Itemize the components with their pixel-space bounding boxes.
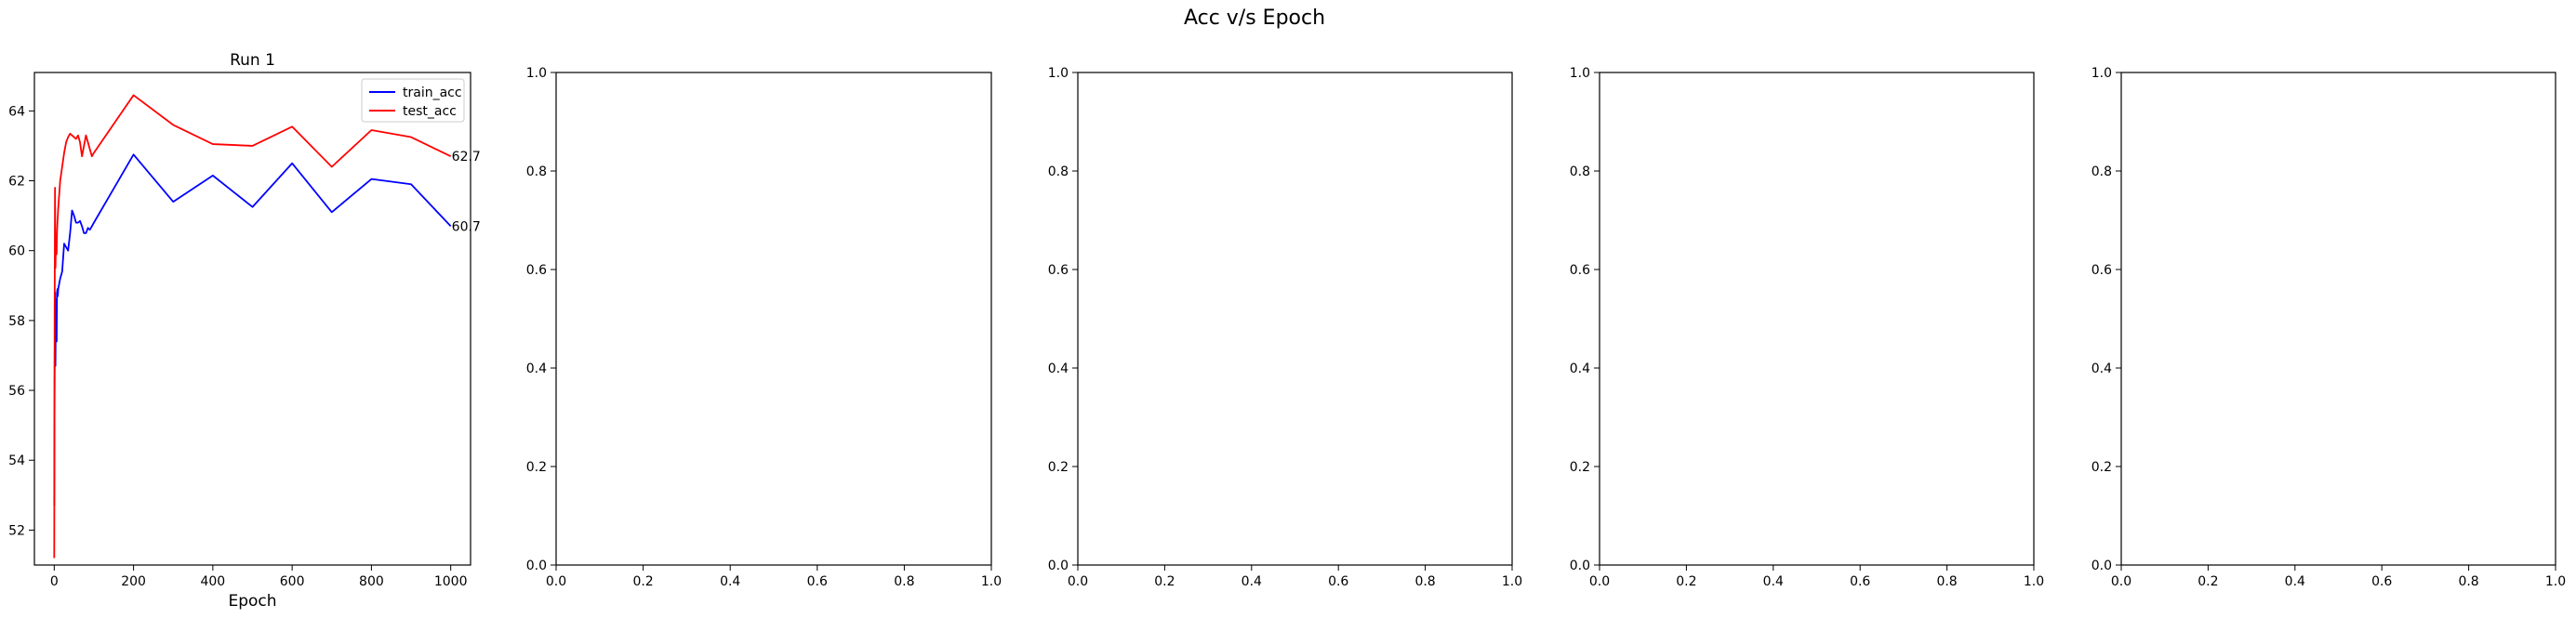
- end-value-label-train_acc: 60.7: [452, 219, 481, 234]
- y-tick-label: 0.8: [1048, 164, 1069, 179]
- y-tick-label: 0.6: [1570, 263, 1590, 278]
- x-tick-label: 0.2: [2198, 574, 2218, 589]
- subplot-1: 0 200 400 600 800 1000 52 54 56 58 60 62 64 60.7 62.7 R…: [8, 51, 481, 611]
- y-tick-label: 0.4: [1570, 362, 1590, 376]
- legend: train_acc test_acc: [361, 78, 465, 123]
- y-tick-label: 54: [8, 454, 25, 468]
- x-tick-label: 1.0: [981, 574, 1002, 589]
- subplot-title: Run 1: [230, 51, 275, 70]
- y-tick-label: 0.8: [526, 164, 547, 179]
- subplot-5: 0.0 0.2 0.4 0.6 0.8 1.0 0.0 0.2 0.4 0.6 0.8 1.0: [2091, 66, 2566, 589]
- x-tick-label: 0.0: [1068, 574, 1088, 589]
- x-tick-label: 0.8: [1414, 574, 1435, 589]
- x-tick-label: 0.6: [807, 574, 828, 589]
- legend-label-test_acc: test_acc: [403, 104, 457, 119]
- x-tick-label: 0.8: [894, 574, 914, 589]
- x-tick-label: 1.0: [2545, 574, 2566, 589]
- y-tick-label: 0.2: [2091, 460, 2112, 475]
- x-tick-label: 0: [50, 574, 59, 589]
- series-line-test_acc: [53, 94, 452, 559]
- y-tick-label: 52: [8, 523, 25, 538]
- axes-frame: [1599, 72, 2035, 566]
- y-tick-label: 0.6: [526, 263, 547, 278]
- x-tick-label: 0.6: [1850, 574, 1870, 589]
- y-tick-label: 0.0: [1048, 559, 1069, 573]
- x-tick-label: 0.2: [1676, 574, 1696, 589]
- y-tick-label: 0.8: [1570, 164, 1590, 179]
- y-tick-label: 0.0: [526, 559, 547, 573]
- y-tick-label: 0.6: [1048, 263, 1069, 278]
- axes-frame: [33, 72, 471, 566]
- y-tick-label: 62: [8, 175, 25, 190]
- legend-label-train_acc: train_acc: [403, 85, 462, 100]
- y-tick-label: 1.0: [1570, 66, 1590, 81]
- axes-frame: [1077, 72, 1513, 566]
- y-tick-label: 0.2: [1048, 460, 1069, 475]
- x-tick-label: 200: [121, 574, 146, 589]
- x-tick-label: 600: [280, 574, 305, 589]
- x-tick-label: 0.0: [2111, 574, 2131, 589]
- axes-frame: [2120, 72, 2556, 566]
- subplot-3: 0.0 0.2 0.4 0.6 0.8 1.0 0.0 0.2 0.4 0.6 0.8 1.0: [1048, 66, 1522, 589]
- x-tick-label: 0.8: [1936, 574, 1957, 589]
- y-tick-label: 0.0: [1570, 559, 1590, 573]
- subplot-2: 0.0 0.2 0.4 0.6 0.8 1.0 0.0 0.2 0.4 0.6 0.8 1.0: [526, 66, 1002, 589]
- x-tick-label: 1.0: [1502, 574, 1522, 589]
- y-tick-label: 0.2: [1570, 460, 1590, 475]
- x-tick-label: 0.4: [2285, 574, 2305, 589]
- x-tick-label: 0.6: [1328, 574, 1348, 589]
- y-tick-label: 0.8: [2091, 164, 2112, 179]
- y-tick-label: 58: [8, 314, 25, 329]
- y-tick-label: 0.0: [2091, 559, 2112, 573]
- y-tick-label: 1.0: [526, 66, 547, 81]
- x-tick-label: 0.4: [1242, 574, 1262, 589]
- end-value-label-test_acc: 62.7: [452, 150, 481, 164]
- x-axis-label: Epoch: [228, 592, 276, 611]
- y-tick-label: 0.4: [2091, 362, 2112, 376]
- subplot-4: 0.0 0.2 0.4 0.6 0.8 1.0 0.0 0.2 0.4 0.6 0.8 1.0: [1570, 66, 2044, 589]
- x-tick-label: 0.4: [1763, 574, 1784, 589]
- x-tick-label: 0.6: [2371, 574, 2392, 589]
- x-tick-label: 800: [359, 574, 384, 589]
- x-tick-label: 0.8: [2458, 574, 2478, 589]
- y-tick-label: 1.0: [2091, 66, 2112, 81]
- y-tick-label: 0.2: [526, 460, 547, 475]
- y-tick-label: 60: [8, 244, 25, 259]
- subplot-grid: 0 200 400 600 800 1000 52 54 56 58 60 62 64 60.7 62.7 R…: [8, 51, 2566, 611]
- series-line-train_acc: [53, 153, 452, 506]
- y-tick-label: 0.4: [526, 362, 547, 376]
- y-tick-label: 56: [8, 384, 25, 399]
- axes-frame: [555, 72, 992, 566]
- x-tick-label: 0.2: [1154, 574, 1175, 589]
- y-tick-label: 0.6: [2091, 263, 2112, 278]
- x-tick-label: 0.0: [546, 574, 566, 589]
- x-tick-label: 0.4: [720, 574, 740, 589]
- x-tick-label: 1.0: [2024, 574, 2044, 589]
- y-tick-label: 64: [8, 104, 25, 119]
- x-tick-label: 0.2: [632, 574, 653, 589]
- y-tick-label: 1.0: [1048, 66, 1069, 81]
- figure-title: Acc v/s Epoch: [1184, 7, 1325, 30]
- x-tick-label: 400: [200, 574, 225, 589]
- y-tick-label: 0.4: [1048, 362, 1069, 376]
- x-tick-label: 0.0: [1589, 574, 1610, 589]
- x-tick-label: 1000: [434, 574, 468, 589]
